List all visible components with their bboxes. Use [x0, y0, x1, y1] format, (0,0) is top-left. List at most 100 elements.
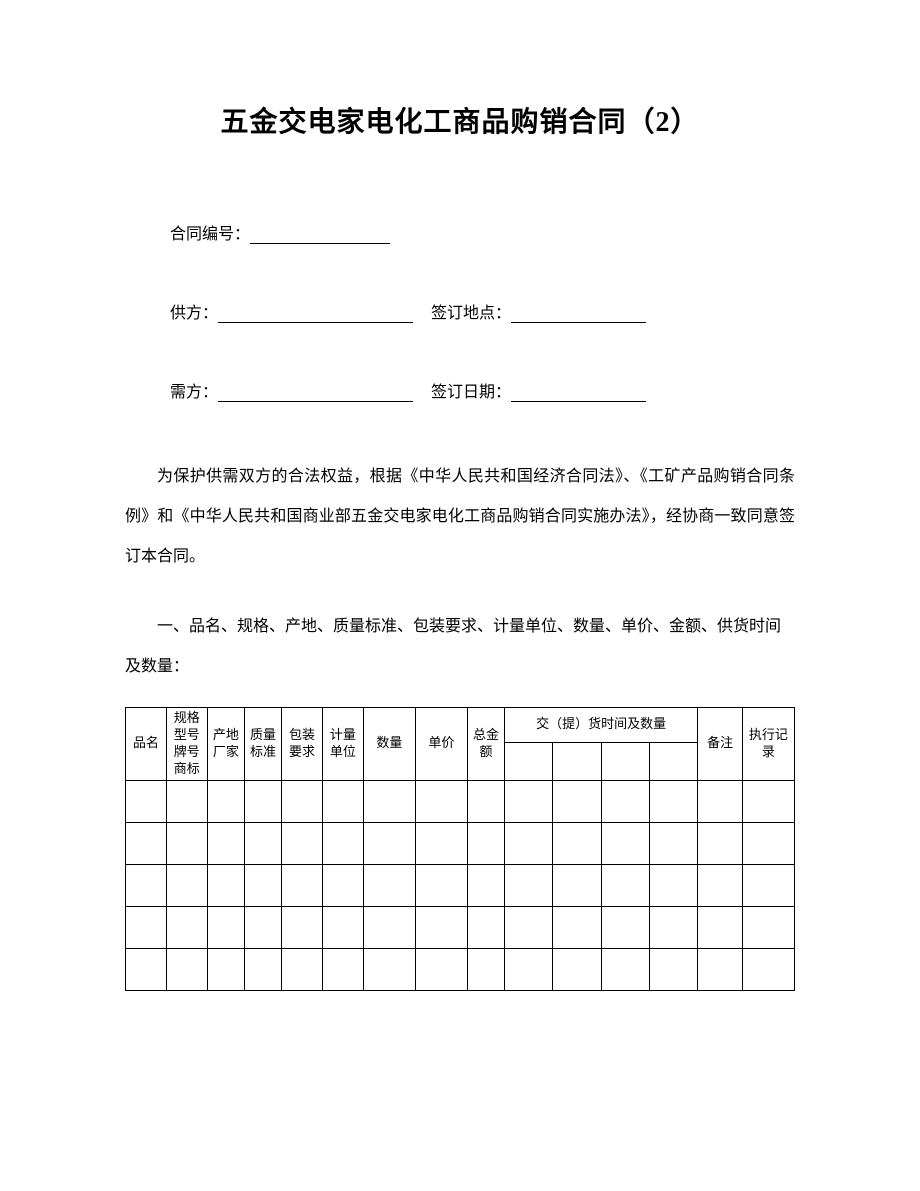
table-row: [126, 780, 795, 822]
table-row: [126, 948, 795, 990]
table-cell: [742, 906, 794, 948]
table-cell: [126, 864, 167, 906]
table-cell: [126, 822, 167, 864]
table-cell: [649, 948, 697, 990]
supplier-blank: [218, 305, 413, 323]
table-cell: [166, 906, 207, 948]
th-quality: 质量标准: [244, 708, 281, 781]
table-cell: [322, 948, 363, 990]
table-cell: [649, 822, 697, 864]
table-cell: [244, 864, 281, 906]
th-delivery-sub: [553, 742, 601, 780]
table-cell: [649, 906, 697, 948]
table-row: [126, 822, 795, 864]
table-cell: [363, 822, 415, 864]
table-cell: [322, 906, 363, 948]
table-header: 品名 规格型号牌号商标 产地厂家 质量标准 包装要求 计量单位 数量 单价 总金…: [126, 708, 795, 781]
sign-location-blank: [511, 305, 646, 323]
table-cell: [467, 780, 504, 822]
table-cell: [553, 822, 601, 864]
table-cell: [601, 780, 649, 822]
table-cell: [282, 780, 323, 822]
th-delivery-sub: [601, 742, 649, 780]
table-cell: [698, 780, 743, 822]
table-cell: [415, 864, 467, 906]
table-cell: [415, 822, 467, 864]
table-cell: [126, 780, 167, 822]
table-cell: [244, 948, 281, 990]
table-cell: [166, 780, 207, 822]
document-title: 五金交电家电化工商品购销合同（2）: [125, 100, 795, 140]
table-cell: [601, 822, 649, 864]
table-cell: [166, 948, 207, 990]
sign-date-blank: [511, 384, 646, 402]
table-cell: [322, 864, 363, 906]
sign-date-label: 签订日期：: [431, 384, 511, 401]
table-cell: [126, 906, 167, 948]
th-origin: 产地厂家: [207, 708, 244, 781]
table-cell: [698, 948, 743, 990]
items-table: 品名 规格型号牌号商标 产地厂家 质量标准 包装要求 计量单位 数量 单价 总金…: [125, 707, 795, 991]
table-cell: [363, 780, 415, 822]
table-cell: [553, 780, 601, 822]
buyer-line: 需方： 签订日期：: [125, 378, 795, 402]
table-cell: [166, 864, 207, 906]
supplier-label: 供方：: [170, 305, 218, 322]
buyer-blank: [218, 384, 413, 402]
th-delivery-sub: [505, 742, 553, 780]
contract-number-line: 合同编号：: [125, 220, 795, 244]
th-remarks: 备注: [698, 708, 743, 781]
table-cell: [282, 822, 323, 864]
table-cell: [649, 780, 697, 822]
table-cell: [553, 906, 601, 948]
table-cell: [207, 822, 244, 864]
table-cell: [415, 906, 467, 948]
table-cell: [415, 780, 467, 822]
table-cell: [742, 948, 794, 990]
table-cell: [505, 864, 553, 906]
table-cell: [244, 780, 281, 822]
buyer-label: 需方：: [170, 384, 218, 401]
table-cell: [244, 906, 281, 948]
th-unit-price: 单价: [415, 708, 467, 781]
th-delivery-sub: [649, 742, 697, 780]
table-cell: [742, 822, 794, 864]
table-cell: [126, 948, 167, 990]
table-cell: [415, 948, 467, 990]
supplier-line: 供方： 签订地点：: [125, 299, 795, 323]
table-cell: [363, 864, 415, 906]
table-cell: [207, 864, 244, 906]
table-cell: [282, 906, 323, 948]
table-cell: [166, 822, 207, 864]
table-cell: [601, 906, 649, 948]
table-cell: [322, 822, 363, 864]
table-cell: [698, 822, 743, 864]
table-cell: [467, 948, 504, 990]
table-cell: [505, 906, 553, 948]
table-cell: [322, 780, 363, 822]
th-spec: 规格型号牌号商标: [166, 708, 207, 781]
th-total-amount: 总金额: [467, 708, 504, 781]
table-cell: [282, 948, 323, 990]
section-1-heading: 一、品名、规格、产地、质量标准、包装要求、计量单位、数量、单价、金额、供货时间及…: [125, 607, 795, 687]
preamble-paragraph: 为保护供需双方的合法权益，根据《中华人民共和国经济合同法》、《工矿产品购销合同条…: [125, 457, 795, 577]
th-quantity: 数量: [363, 708, 415, 781]
table-cell: [505, 948, 553, 990]
table-cell: [742, 780, 794, 822]
contract-number-blank: [250, 226, 390, 244]
th-packaging: 包装要求: [282, 708, 323, 781]
table-cell: [282, 864, 323, 906]
table-cell: [698, 906, 743, 948]
table-cell: [467, 906, 504, 948]
table-cell: [467, 822, 504, 864]
table-row: [126, 864, 795, 906]
table-body: [126, 780, 795, 990]
th-unit: 计量单位: [322, 708, 363, 781]
table-cell: [505, 822, 553, 864]
contract-number-label: 合同编号：: [170, 226, 250, 243]
th-delivery: 交（提）货时间及数量: [505, 708, 698, 743]
table-cell: [207, 948, 244, 990]
table-cell: [698, 864, 743, 906]
table-cell: [363, 948, 415, 990]
table-cell: [601, 948, 649, 990]
